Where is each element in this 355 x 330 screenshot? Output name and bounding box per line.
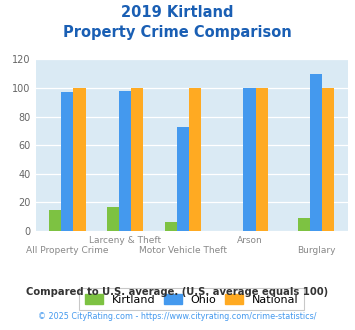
Bar <box>165 222 177 231</box>
Bar <box>119 91 131 231</box>
Bar <box>244 88 256 231</box>
Text: Compared to U.S. average. (U.S. average equals 100): Compared to U.S. average. (U.S. average … <box>26 287 329 297</box>
Legend: Kirtland, Ohio, National: Kirtland, Ohio, National <box>79 288 304 310</box>
Bar <box>322 88 334 231</box>
Bar <box>310 74 322 231</box>
Bar <box>189 88 201 231</box>
Text: Motor Vehicle Theft: Motor Vehicle Theft <box>139 246 227 255</box>
Bar <box>131 88 143 231</box>
Bar <box>256 88 268 231</box>
Text: © 2025 CityRating.com - https://www.cityrating.com/crime-statistics/: © 2025 CityRating.com - https://www.city… <box>38 312 317 321</box>
Text: 2019 Kirtland: 2019 Kirtland <box>121 5 234 20</box>
Bar <box>298 218 310 231</box>
Text: All Property Crime: All Property Crime <box>26 246 109 255</box>
Text: Property Crime Comparison: Property Crime Comparison <box>63 25 292 40</box>
Bar <box>49 210 61 231</box>
Text: Arson: Arson <box>237 236 262 245</box>
Bar <box>177 127 189 231</box>
Text: Larceny & Theft: Larceny & Theft <box>89 236 161 245</box>
Bar <box>73 88 86 231</box>
Bar <box>61 92 73 231</box>
Text: Burglary: Burglary <box>297 246 335 255</box>
Bar <box>107 207 119 231</box>
